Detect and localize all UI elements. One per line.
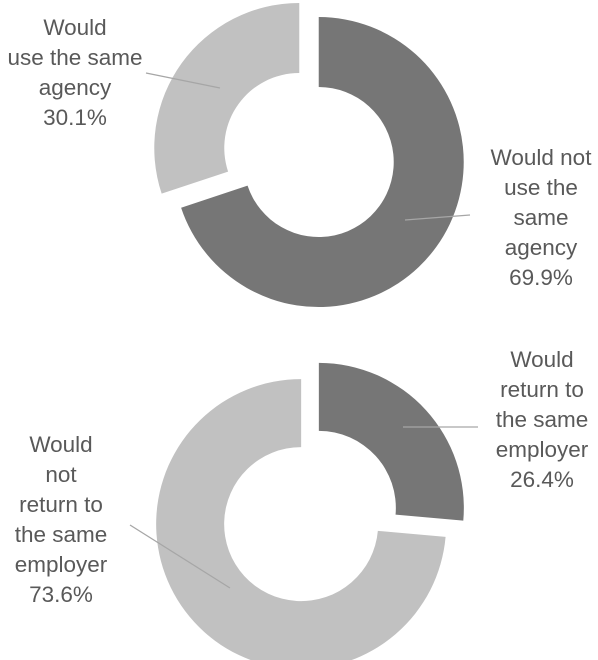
employer-not-return-label-line: employer <box>15 552 108 577</box>
agency-use-label-line: 30.1% <box>43 105 107 130</box>
employer-donut-chart: Would return to the same employer 26.4%Would… <box>15 347 589 660</box>
employer-return-label-line: return to <box>500 377 584 402</box>
agency-use-label-line: agency <box>39 75 112 100</box>
employer-return-label-line: employer <box>496 437 589 462</box>
employer-not-return-data-label: Would not return to the same employer 73.6% <box>15 432 108 607</box>
employer-return-label-line: 26.4% <box>510 467 574 492</box>
employer-not-return-label-line: return to <box>19 492 103 517</box>
agency-not-use-label-line: agency <box>505 235 578 260</box>
employer-not-return-label-line: not <box>45 462 77 487</box>
agency-not-use-data-label: Would not use the same agency 69.9% <box>491 145 593 290</box>
agency-use-data-label: Would use the same agency 30.1% <box>7 15 142 130</box>
agency-not-use-slice <box>181 17 464 308</box>
agency-use-slice <box>154 2 300 194</box>
employer-not-return-slice <box>156 379 446 660</box>
employer-return-slice <box>318 362 464 521</box>
employer-return-label-line: Would <box>510 347 573 372</box>
agency-donut-chart: Would not use the same agency 69.9% Would use … <box>7 2 593 308</box>
employer-not-return-label-line: the same <box>15 522 108 547</box>
agency-use-label-line: use the same <box>7 45 142 70</box>
agency-not-use-label-line: use the <box>504 175 578 200</box>
agency-use-leader-line <box>145 72 221 89</box>
agency-not-use-label-line: 69.9% <box>509 265 573 290</box>
employer-not-return-label-line: 73.6% <box>29 582 93 607</box>
employer-return-data-label: Would return to the same employer 26.4% <box>496 347 589 492</box>
agency-use-label-line: Would <box>43 15 106 40</box>
employer-return-label-line: the same <box>496 407 589 432</box>
employer-not-return-label-line: Would <box>29 432 92 457</box>
employer-not-return-leader-line <box>129 524 231 589</box>
agency-not-use-leader-line <box>404 214 471 221</box>
agency-not-use-label-line: Would not <box>491 145 593 170</box>
agency-not-use-label-line: same <box>513 205 568 230</box>
